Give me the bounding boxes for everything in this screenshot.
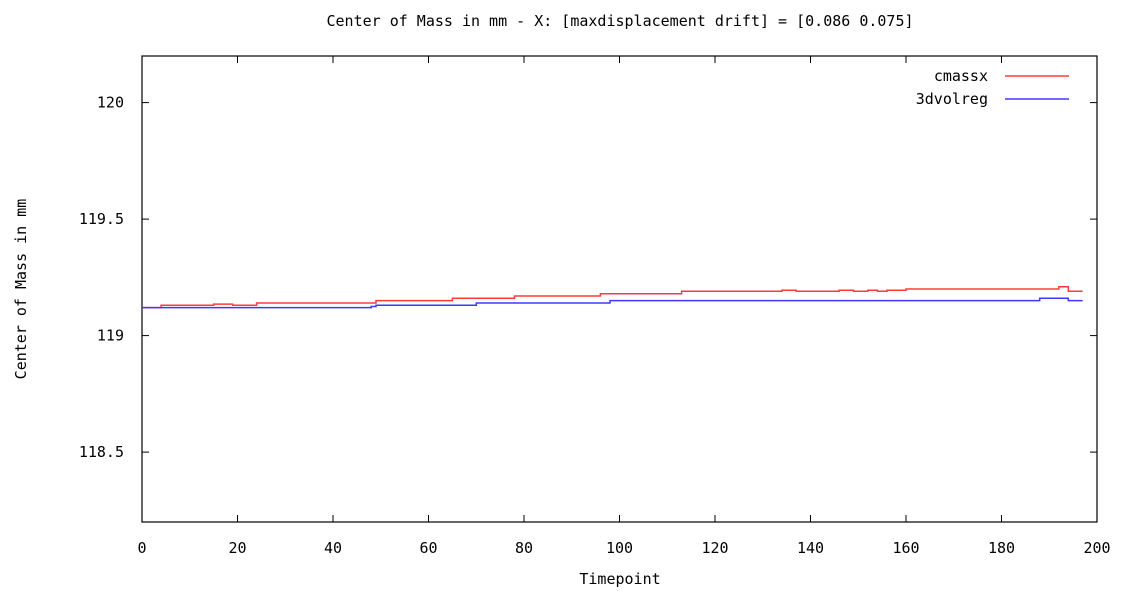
series-line-3dvolreg xyxy=(142,297,1083,309)
y-tick-label: 119 xyxy=(97,327,124,345)
y-tick-label: 119.5 xyxy=(79,210,124,228)
x-tick-label: 40 xyxy=(324,539,342,557)
x-tick-label: 180 xyxy=(988,539,1015,557)
legend-label: 3dvolreg xyxy=(916,90,988,108)
x-tick-label: 140 xyxy=(797,539,824,557)
x-axis: 0 20 40 60 80 100 120 140 160 180 200 xyxy=(137,56,1111,557)
x-tick-label: 120 xyxy=(701,539,728,557)
y-axis-label: Center of Mass in mm xyxy=(12,199,30,380)
series-layer xyxy=(142,285,1083,309)
x-tick-label: 80 xyxy=(515,539,533,557)
chart-title: Center of Mass in mm - X: [maxdisplaceme… xyxy=(327,12,914,30)
x-tick-label: 200 xyxy=(1083,539,1110,557)
legend: cmassx 3dvolreg xyxy=(916,67,1069,108)
x-tick-label: 20 xyxy=(228,539,246,557)
x-tick-label: 60 xyxy=(419,539,437,557)
legend-label: cmassx xyxy=(934,67,988,85)
x-tick-label: 160 xyxy=(892,539,919,557)
x-tick-label: 0 xyxy=(137,539,146,557)
x-tick-label: 100 xyxy=(606,539,633,557)
y-tick-label: 120 xyxy=(97,94,124,112)
y-tick-label: 118.5 xyxy=(79,443,124,461)
series-line-cmassx xyxy=(142,285,1083,309)
x-axis-label: Timepoint xyxy=(579,570,660,588)
y-axis: 118.5 119 119.5 120 xyxy=(79,94,1097,461)
